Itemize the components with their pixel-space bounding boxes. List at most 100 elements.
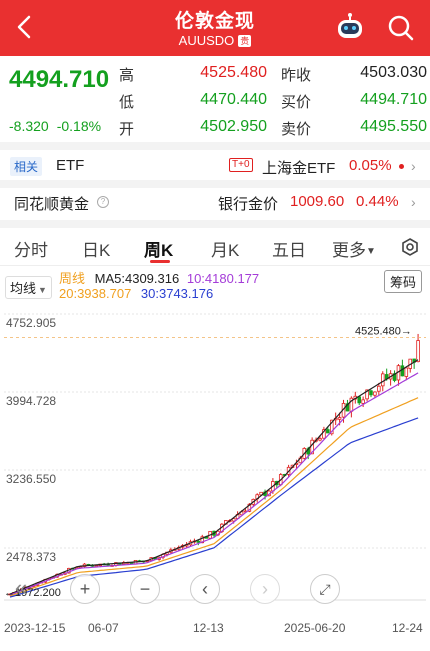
settings-icon[interactable] bbox=[400, 237, 420, 257]
sh-gold-etf-label[interactable]: 上海金ETF bbox=[262, 160, 336, 177]
active-tab-indicator bbox=[150, 260, 170, 263]
fullscreen-button[interactable]: ⤢ bbox=[310, 574, 340, 604]
header-bar: 伦敦金现 AUUSDO 贵 bbox=[0, 0, 430, 56]
candle-body bbox=[322, 429, 326, 439]
candle-body bbox=[196, 540, 201, 543]
prev-close-label: 昨收 bbox=[281, 67, 312, 84]
gold-row[interactable]: 同花顺黄金 ? 银行金价 1009.60 0.44% › bbox=[0, 188, 430, 218]
ma10-value: 10:4180.177 bbox=[186, 271, 260, 286]
search-icon[interactable] bbox=[385, 12, 417, 44]
high-label: 高 bbox=[119, 67, 135, 84]
price-change: -8.320 -0.18% bbox=[9, 118, 109, 134]
open-label: 开 bbox=[119, 121, 135, 138]
tab-five-day[interactable]: 五日 bbox=[272, 241, 306, 260]
ma-line-ma10 bbox=[9, 372, 419, 596]
candle-body bbox=[404, 367, 409, 377]
last-price: 4494.710 bbox=[9, 66, 110, 93]
y-axis-labels: 4752.905 3994.728 3236.550 2478.373 bbox=[6, 316, 56, 564]
scroll-left-icon[interactable]: « bbox=[14, 575, 28, 600]
candle-body bbox=[318, 438, 322, 441]
caret-down-icon: ▼ bbox=[38, 285, 47, 295]
ma-legend-row1: 周线 MA5:4309.316 10:4180.177 bbox=[59, 268, 259, 287]
x-tick-label: 12-13 bbox=[193, 621, 224, 635]
high-value: 4525.480 bbox=[200, 64, 267, 81]
related-etf-link[interactable]: ETF bbox=[56, 157, 85, 174]
related-tag: 相关 bbox=[10, 157, 43, 176]
candle-body bbox=[357, 396, 361, 404]
back-arrow-icon[interactable] bbox=[10, 12, 40, 42]
y-tick-label: 4752.905 bbox=[6, 316, 56, 330]
x-tick-label: 12-24 bbox=[392, 621, 423, 635]
tab-intraday[interactable]: 分时 bbox=[14, 241, 48, 260]
robot-assistant-icon[interactable] bbox=[334, 12, 366, 44]
low-value: 4470.440 bbox=[200, 91, 267, 108]
x-tick-label: 2023-12-15 bbox=[4, 621, 66, 635]
candle-body bbox=[416, 340, 420, 363]
candle-body bbox=[200, 536, 205, 544]
sh-gold-etf-pct: 0.05% bbox=[349, 157, 392, 174]
change-percent: -0.18% bbox=[56, 118, 102, 134]
symbol-code-text: AUUSDO bbox=[178, 33, 235, 48]
category-tag: 贵 bbox=[238, 35, 252, 47]
t0-badge: T+0 bbox=[229, 158, 253, 172]
ma-line-ma30 bbox=[9, 417, 419, 598]
candle-body bbox=[369, 390, 373, 396]
chevron-right-icon[interactable]: › bbox=[411, 194, 416, 210]
x-tick-label: 2025-06-20 bbox=[284, 621, 346, 635]
chart-grid bbox=[4, 313, 426, 601]
bank-gold-pct: 0.44% bbox=[356, 193, 399, 210]
bank-gold-label: 银行金价 bbox=[218, 196, 279, 213]
candle-body bbox=[337, 417, 342, 420]
ma5-value: MA5:4309.316 bbox=[94, 271, 180, 286]
symbol-code: AUUSDO 贵 bbox=[0, 33, 430, 48]
x-axis-labels: 2023-12-15 06-07 12-13 2025-06-20 12-24 bbox=[4, 621, 423, 635]
chip-distribution-button[interactable]: 筹码 bbox=[384, 270, 423, 293]
ask-label: 卖价 bbox=[281, 121, 312, 138]
period-tabs: 分时 日K 周K 月K 五日 更多▼ bbox=[0, 230, 430, 264]
candle-body bbox=[329, 419, 334, 435]
tab-daily-k[interactable]: 日K bbox=[82, 241, 111, 260]
chevron-right-icon[interactable]: › bbox=[411, 158, 416, 174]
candle-body bbox=[326, 429, 330, 434]
ma-legend-row2: 20:3938.707 30:3743.176 bbox=[59, 286, 213, 301]
divider bbox=[0, 142, 430, 150]
candle-body bbox=[365, 389, 369, 400]
ths-gold-label[interactable]: 同花顺黄金 bbox=[14, 196, 90, 213]
tab-weekly-k[interactable]: 周K bbox=[144, 241, 174, 260]
low-marker-label: ←1972.200 bbox=[4, 587, 61, 599]
ma-period-label: 周线 bbox=[59, 271, 86, 286]
tab-more-label: 更多 bbox=[332, 241, 366, 260]
candle-body bbox=[373, 391, 377, 396]
candles bbox=[8, 333, 420, 596]
zoom-out-button[interactable]: − bbox=[130, 574, 160, 604]
related-row[interactable]: 相关 ETF T+0 上海金ETF 0.05% › bbox=[0, 150, 430, 180]
indicator-selector[interactable]: 均线 ▼ bbox=[5, 276, 52, 299]
bank-gold-price: 1009.60 bbox=[290, 193, 345, 210]
ma30-value: 30:3743.176 bbox=[140, 286, 214, 301]
y-tick-label: 2478.373 bbox=[6, 550, 56, 564]
high-marker-label: 4525.480→ bbox=[355, 325, 412, 337]
ma20-value: 20:3938.707 bbox=[59, 286, 132, 301]
candle-body bbox=[400, 365, 405, 377]
candlestick-chart[interactable]: 4752.905 3994.728 3236.550 2478.373 4525.48… bbox=[0, 300, 430, 645]
zoom-in-button[interactable]: + bbox=[70, 574, 100, 604]
bid-label: 买价 bbox=[281, 94, 312, 111]
candle-body bbox=[380, 373, 385, 387]
candle-body bbox=[345, 403, 350, 412]
info-icon[interactable]: ? bbox=[97, 196, 109, 208]
tab-more[interactable]: 更多▼ bbox=[332, 236, 376, 261]
extreme-markers: 4525.480→ ←1972.200 bbox=[4, 325, 426, 599]
candle-body bbox=[361, 399, 365, 404]
caret-down-icon: ▼ bbox=[366, 246, 376, 257]
pan-right-button[interactable]: › bbox=[250, 574, 280, 604]
page-title: 伦敦金现 bbox=[174, 11, 255, 32]
y-tick-label: 3236.550 bbox=[6, 472, 56, 486]
divider bbox=[0, 220, 430, 228]
pan-left-button[interactable]: ‹ bbox=[190, 574, 220, 604]
candle-body bbox=[247, 503, 252, 512]
prev-close-value: 4503.030 bbox=[360, 64, 427, 81]
x-tick-label: 06-07 bbox=[88, 621, 119, 635]
indicator-selector-label: 均线 bbox=[10, 281, 37, 296]
ma-lines bbox=[9, 359, 419, 598]
tab-monthly-k[interactable]: 月K bbox=[211, 241, 240, 260]
